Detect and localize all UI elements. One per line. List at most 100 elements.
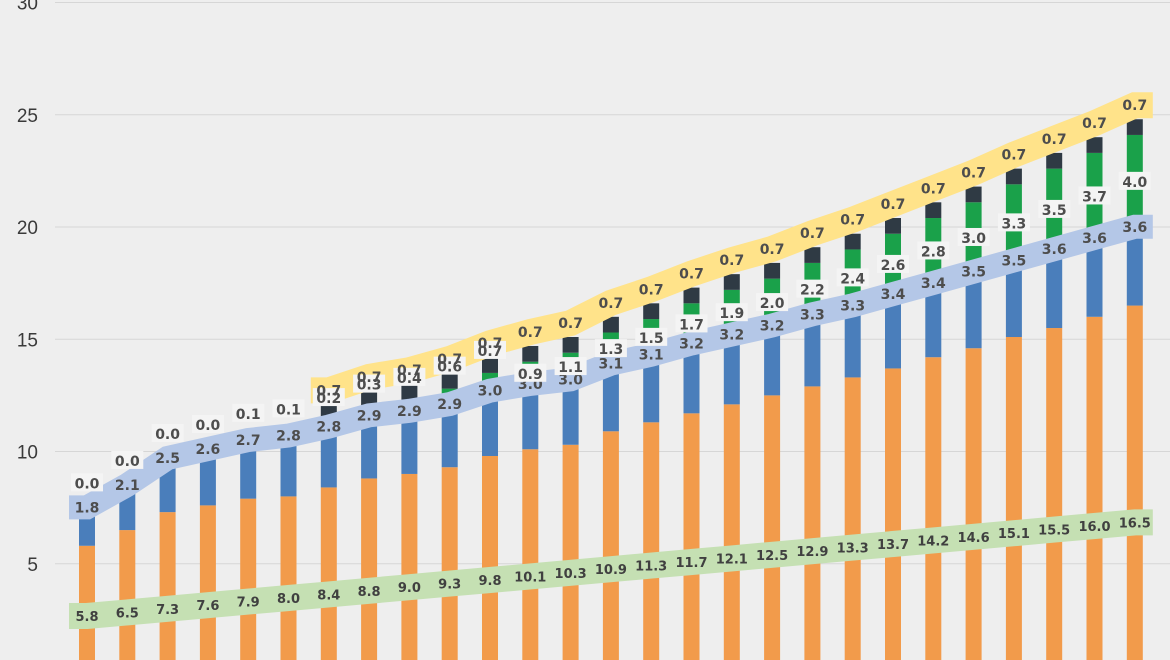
data-label-s1: 8.0 xyxy=(277,592,300,607)
label-band-s1 xyxy=(69,509,1153,629)
bar-segment-s2 xyxy=(320,424,337,488)
bar-segment-s2 xyxy=(482,388,498,456)
data-label-s1: 9.8 xyxy=(478,574,501,589)
bar-segment-s2 xyxy=(280,433,297,497)
bar-segment-s4 xyxy=(965,186,982,203)
bar-segment-s4 xyxy=(885,218,901,234)
data-label-s2: 2.7 xyxy=(236,433,261,449)
data-label-s1: 9.3 xyxy=(438,578,461,593)
bar-segment-s4 xyxy=(401,384,418,400)
data-label-s1: 14.6 xyxy=(958,531,990,546)
data-label-s4: 0.7 xyxy=(719,253,744,269)
bar-segment-s1 xyxy=(1005,337,1022,660)
data-label-s4: 0.7 xyxy=(639,282,664,298)
data-label-bg xyxy=(1038,199,1071,218)
data-label-s4: 0.7 xyxy=(357,370,382,386)
data-label-s2: 3.0 xyxy=(558,372,583,388)
data-label-s1: 15.5 xyxy=(1038,524,1070,539)
bar-segment-s1 xyxy=(280,496,297,660)
data-label-s2: 2.6 xyxy=(195,442,220,458)
data-label-s1: 10.9 xyxy=(595,563,627,578)
data-label-s2: 2.8 xyxy=(316,420,341,436)
data-label-s2: 3.5 xyxy=(1001,253,1026,269)
data-label-s3: 0.4 xyxy=(397,371,422,387)
bar-segment-s1 xyxy=(401,473,418,660)
data-label-s1: 16.0 xyxy=(1078,520,1110,535)
data-label-bg xyxy=(1078,186,1111,205)
data-label-bg xyxy=(836,268,869,287)
bar-segment-s4 xyxy=(522,345,539,362)
bar-segment-s1 xyxy=(965,348,982,660)
data-label-bg xyxy=(957,227,990,246)
data-label-s4: 0.7 xyxy=(1082,116,1107,132)
data-label-s4: 0.7 xyxy=(316,383,341,399)
data-label-bg xyxy=(312,388,345,407)
bar-segment-s1 xyxy=(602,431,619,660)
data-label-s1: 12.1 xyxy=(716,552,748,567)
data-label-bg xyxy=(353,374,386,393)
data-label-s3: 1.7 xyxy=(679,317,704,333)
data-label-s3: 0.1 xyxy=(276,402,301,418)
data-label-s2: 3.1 xyxy=(639,348,664,364)
data-label-bg xyxy=(715,303,748,322)
data-label-bg xyxy=(232,403,265,422)
bar-segment-s1 xyxy=(844,377,861,660)
data-label-s1: 12.9 xyxy=(796,545,828,560)
data-label-s2: 3.3 xyxy=(800,307,825,323)
data-label-s2: 3.3 xyxy=(840,298,865,314)
data-label-s1: 7.3 xyxy=(156,603,179,618)
bar-segment-s1 xyxy=(320,487,337,660)
data-label-s3: 0.9 xyxy=(518,367,543,383)
data-label-s3: 2.6 xyxy=(881,258,906,274)
bar-segment-s2 xyxy=(522,381,539,450)
bar-segment-s4 xyxy=(1046,152,1063,169)
data-label-bg xyxy=(675,314,708,333)
bar-segment-s2 xyxy=(361,413,378,479)
data-label-bg xyxy=(474,340,506,359)
data-label-s1: 8.8 xyxy=(358,585,381,600)
data-label-s1: 9.0 xyxy=(398,581,421,596)
data-label-s2: 2.8 xyxy=(276,429,301,445)
bar-segment-s4 xyxy=(764,262,781,279)
bar-segment-s2 xyxy=(441,402,458,468)
data-label-s2: 3.4 xyxy=(881,287,906,303)
data-label-s2: 3.6 xyxy=(1122,220,1147,236)
data-label-s4: 0.7 xyxy=(478,336,503,352)
y-tick-label: 30 xyxy=(17,0,38,15)
data-label-s2: 3.4 xyxy=(921,276,946,292)
data-label-s2: 2.1 xyxy=(115,478,140,494)
data-label-s1: 15.1 xyxy=(998,527,1030,542)
bar-segment-s4 xyxy=(441,372,458,389)
data-label-s4: 0.7 xyxy=(921,181,946,197)
data-label-s1: 10.3 xyxy=(555,567,587,582)
data-label-bg xyxy=(71,473,103,492)
data-label-s2: 2.5 xyxy=(155,451,180,467)
data-label-s1: 7.6 xyxy=(196,599,219,614)
data-label-s4: 0.7 xyxy=(397,363,422,379)
data-label-s3: 0.2 xyxy=(316,391,341,407)
data-label-s3: 2.4 xyxy=(840,271,865,287)
bar-segment-s1 xyxy=(562,444,579,660)
data-label-s3: 3.0 xyxy=(961,231,986,247)
data-label-s3: 4.0 xyxy=(1122,175,1147,191)
data-label-s3: 3.5 xyxy=(1042,203,1067,219)
bar-segment-s1 xyxy=(925,357,942,660)
data-label-bg xyxy=(272,399,305,418)
bar-segment-s1 xyxy=(1126,305,1143,660)
bar-segment-s4 xyxy=(925,202,942,219)
data-label-bg xyxy=(191,415,224,434)
data-label-s4: 0.7 xyxy=(800,226,825,242)
data-label-s3: 0.0 xyxy=(75,476,100,492)
data-label-s4: 0.7 xyxy=(558,316,583,332)
data-label-s4: 0.7 xyxy=(1001,148,1026,164)
data-label-bg xyxy=(514,363,547,382)
bar-segment-s1 xyxy=(159,512,176,660)
data-label-bg xyxy=(111,450,144,469)
data-label-s3: 2.2 xyxy=(800,283,825,299)
data-label-s4: 0.7 xyxy=(760,242,785,258)
bar-segment-s4 xyxy=(602,316,619,333)
data-label-s1: 11.7 xyxy=(675,556,707,571)
data-label-s4: 0.7 xyxy=(1042,132,1067,148)
bar-segment-s2 xyxy=(1046,247,1063,329)
bar-segment-s1 xyxy=(240,498,257,660)
